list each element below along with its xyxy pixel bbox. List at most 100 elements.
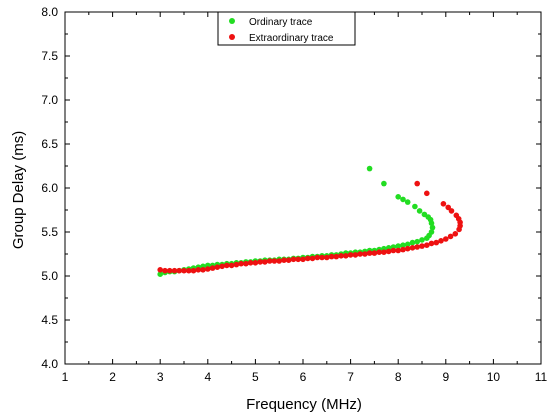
extraordinary-trace-point — [238, 260, 244, 267]
y-tick-label: 8.0 — [41, 5, 58, 19]
extraordinary-trace-point — [276, 258, 283, 264]
extraordinary-trace-point — [219, 263, 225, 270]
extraordinary-trace-point — [305, 255, 311, 262]
extraordinary-trace-point — [428, 240, 435, 247]
ordinary-trace-point — [428, 229, 435, 235]
extraordinary-trace-point — [209, 265, 216, 271]
plot-axes: 1 2 3 4 5 6 7 8 9 10 11 4.0 4.5 5.0 5.5 6.0 6.5 7.0 7.5 8.0 — [41, 5, 547, 384]
extraordinary-trace-point — [453, 212, 460, 219]
ordinary-trace-point — [395, 243, 402, 249]
extraordinary-trace-point — [176, 267, 182, 274]
extraordinary-trace-point — [324, 254, 330, 261]
x-axis-title: Frequency (MHz) — [246, 396, 362, 413]
legend-marker-extraordinary — [229, 34, 235, 40]
extraordinary-trace-point — [414, 180, 421, 187]
extraordinary-trace-point — [338, 253, 344, 259]
extraordinary-trace-point — [376, 249, 383, 255]
x-tick-label: 10 — [487, 370, 501, 384]
extraordinary-trace-point — [395, 247, 402, 254]
y-tick-label: 6.5 — [41, 137, 58, 151]
extraordinary-trace-point — [271, 258, 278, 264]
x-tick-label: 4 — [204, 370, 211, 384]
extraordinary-trace-point — [424, 190, 430, 197]
x-tick-label: 5 — [252, 370, 259, 384]
extraordinary-trace-point — [352, 252, 359, 258]
ordinary-trace-point — [400, 242, 406, 248]
ordinary-trace-point — [421, 211, 428, 218]
extraordinary-trace-point — [285, 257, 292, 264]
ordinary-trace-point — [429, 224, 436, 231]
extraordinary-trace-point — [290, 256, 297, 263]
y-tick-label: 4.5 — [41, 313, 58, 327]
ordinary-trace-point — [395, 194, 402, 200]
extraordinary-trace-point — [328, 253, 335, 260]
extraordinary-trace-point — [319, 254, 325, 261]
legend-box — [217, 11, 356, 46]
extraordinary-trace-point — [438, 238, 444, 244]
ordinary-trace-point — [412, 203, 418, 210]
extraordinary-trace-point — [385, 248, 392, 255]
x-tick-label: 11 — [535, 370, 548, 384]
extraordinary-trace-point — [224, 262, 230, 269]
extraordinary-trace-point — [166, 267, 173, 274]
extraordinary-trace-point — [414, 244, 421, 250]
ordinary-trace-point — [404, 241, 411, 248]
ordinary-trace-point — [414, 238, 421, 245]
ordinary-trace-point — [419, 237, 425, 243]
ordinary-trace-point — [157, 271, 163, 278]
ordinary-trace-point — [381, 180, 387, 187]
x-tick-label: 1 — [62, 370, 69, 384]
legend: Ordinary trace Extraordinary trace — [217, 11, 356, 46]
extraordinary-trace-point — [409, 245, 416, 251]
extraordinary-trace-point — [400, 246, 406, 253]
extraordinary-trace-point — [447, 233, 454, 240]
extraordinary-trace-point — [404, 245, 411, 252]
data-points — [157, 165, 463, 278]
x-tick-label: 6 — [300, 370, 307, 384]
extraordinary-trace-point — [186, 267, 192, 274]
extraordinary-trace-point — [362, 251, 368, 257]
ordinary-trace-point — [400, 196, 406, 203]
extraordinary-trace-point — [366, 250, 373, 256]
extraordinary-trace-point — [314, 254, 321, 261]
extraordinary-trace-point — [247, 260, 254, 266]
extraordinary-trace-point — [452, 231, 459, 237]
extraordinary-trace-point — [205, 266, 211, 272]
ordinary-trace-point — [409, 239, 416, 246]
extraordinary-trace-point — [347, 252, 354, 258]
x-tick-label: 9 — [442, 370, 449, 384]
extraordinary-trace-point — [243, 260, 249, 267]
extraordinary-trace-point — [295, 256, 302, 263]
y-tick-label: 7.5 — [41, 49, 58, 63]
x-tick-label: 2 — [109, 370, 116, 384]
x-tick-label: 7 — [347, 370, 354, 384]
extraordinary-trace-point — [333, 253, 340, 260]
extraordinary-trace-point — [266, 258, 273, 264]
ordinary-trace-point — [416, 208, 423, 214]
extraordinary-trace-point — [381, 249, 387, 255]
extraordinary-trace-point — [371, 250, 378, 256]
extraordinary-trace-point — [433, 239, 440, 246]
ordinary-trace-point — [404, 199, 411, 205]
y-tick-label: 4.0 — [41, 357, 58, 371]
extraordinary-trace-point — [440, 201, 447, 207]
legend-label-ordinary: Ordinary trace — [249, 17, 313, 28]
extraordinary-trace-point — [343, 253, 349, 259]
x-tick-label: 8 — [395, 370, 402, 384]
extraordinary-trace-point — [262, 259, 268, 265]
extraordinary-trace-point — [190, 267, 197, 274]
legend-marker-ordinary — [229, 18, 235, 24]
extraordinary-trace-point — [162, 267, 168, 274]
y-tick-label: 5.0 — [41, 269, 58, 283]
y-tick-label: 5.5 — [41, 225, 58, 239]
extraordinary-trace-point — [171, 267, 178, 274]
extraordinary-trace-point — [419, 243, 425, 249]
extraordinary-trace-point — [200, 267, 206, 273]
extraordinary-trace-point — [424, 242, 430, 248]
extraordinary-trace-point — [214, 264, 221, 271]
y-axis-title: Group Delay (ms) — [10, 131, 27, 249]
extraordinary-trace-point — [443, 236, 449, 242]
extraordinary-trace-point — [195, 267, 202, 273]
legend-label-extraordinary: Extraordinary trace — [249, 33, 334, 44]
